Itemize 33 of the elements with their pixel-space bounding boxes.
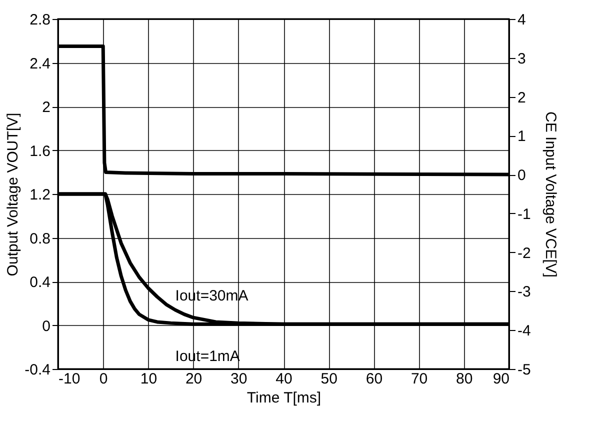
y-tick-label: 2.4 xyxy=(30,55,50,72)
y2-tick-label: -4 xyxy=(518,322,531,340)
y-tick-label: 0.4 xyxy=(30,274,50,291)
y-tick-label: 0.8 xyxy=(30,230,50,248)
x-tick-label: 0 xyxy=(99,370,108,388)
y2-tick-label: 2 xyxy=(518,89,526,106)
y2-axis-title: CE Input Voltage VCE[V] xyxy=(542,112,559,278)
y2-tick-label: 4 xyxy=(518,12,526,28)
y-tick-label: 1.2 xyxy=(30,186,50,204)
y-tick-label: 1.6 xyxy=(30,142,50,160)
y2-tick-label: 0 xyxy=(518,167,526,184)
y-tick-label: 0 xyxy=(42,318,50,335)
y2-tick-label: -2 xyxy=(518,244,531,262)
y-tick-label: 2.8 xyxy=(30,12,50,28)
x-tick-label: 80 xyxy=(456,370,473,388)
y2-tick-label: -1 xyxy=(518,206,531,223)
y2-tick-label: 1 xyxy=(518,128,526,146)
x-axis-title: Time T[ms] xyxy=(246,390,322,406)
x-tick-label: 30 xyxy=(230,370,248,388)
y2-tick-label: -5 xyxy=(518,362,531,378)
y-axis-title: Output Voltage VOUT[V] xyxy=(4,112,22,276)
x-tick-label: 40 xyxy=(276,370,292,388)
x-tick-label: -10 xyxy=(58,370,80,388)
y2-tick-label: 3 xyxy=(518,50,526,68)
y2-tick-label: -3 xyxy=(518,284,531,301)
y-tick-label: -0.4 xyxy=(24,362,50,378)
x-tick-label: 60 xyxy=(366,370,383,388)
x-tick-label: 20 xyxy=(185,370,202,388)
x-tick-label: 70 xyxy=(410,370,428,388)
x-tick-label: 50 xyxy=(320,370,338,388)
y-tick-label: 2 xyxy=(42,99,50,116)
x-tick-label: 90 xyxy=(492,370,510,388)
x-tick-label: 10 xyxy=(140,370,158,388)
